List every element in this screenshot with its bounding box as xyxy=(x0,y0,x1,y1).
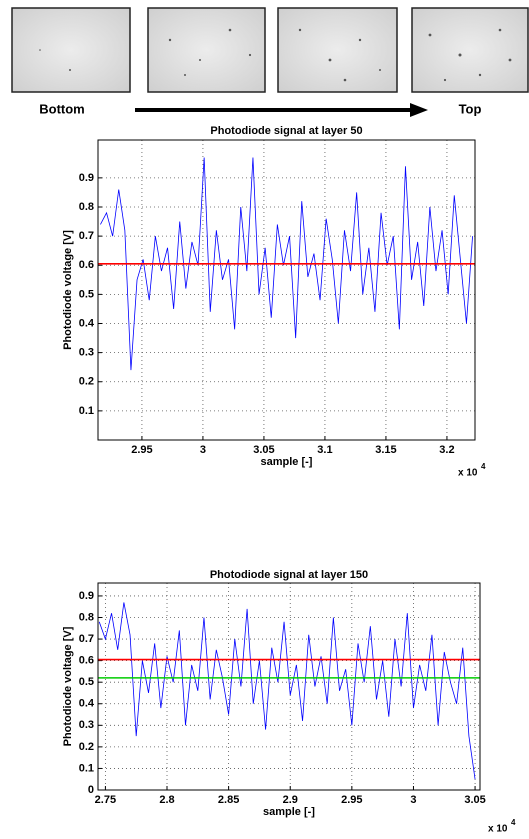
x-tick-label: 2.85 xyxy=(218,794,239,806)
y-tick-label: 0.6 xyxy=(79,259,94,271)
y-tick-label: 0.2 xyxy=(79,376,94,388)
x-tick-label: 2.95 xyxy=(131,444,152,456)
x-tick-label: 2.8 xyxy=(159,794,174,806)
layer-image xyxy=(411,7,529,93)
x-multiplier-base: x 10 xyxy=(488,824,508,835)
y-axis-label: Photodiode voltage [V] xyxy=(62,626,74,746)
chart-title: Photodiode signal at layer 150 xyxy=(210,569,368,581)
image-specks xyxy=(39,28,512,82)
y-tick-label: 0.2 xyxy=(79,741,94,753)
y-tick-label: 0.3 xyxy=(79,719,94,731)
plot-area xyxy=(98,140,475,440)
y-tick-label: 0.1 xyxy=(79,762,94,774)
y-tick-label: 0.1 xyxy=(79,405,94,417)
y-tick-label: 0.7 xyxy=(79,633,94,645)
x-tick-label: 3.05 xyxy=(464,794,485,806)
y-tick-label: 0.6 xyxy=(79,655,94,667)
layer-image xyxy=(11,7,131,93)
x-tick-label: 2.95 xyxy=(341,794,362,806)
bottom-label: Bottom xyxy=(39,101,85,116)
image-strip: Bottom Top xyxy=(11,7,529,117)
plot-area xyxy=(98,583,480,790)
x-multiplier-exponent: 4 xyxy=(481,462,486,471)
x-tick-label: 3.1 xyxy=(317,444,332,456)
y-tick-label: 0.8 xyxy=(79,611,94,623)
x-multiplier-exponent: 4 xyxy=(511,818,516,827)
y-tick-label: 0.3 xyxy=(79,347,94,359)
plot-frame xyxy=(97,139,476,441)
top-label: Top xyxy=(459,101,482,116)
arrow-head xyxy=(410,103,428,117)
x-tick-label: 2.9 xyxy=(283,794,298,806)
x-tick-label: 3.2 xyxy=(439,444,454,456)
x-tick-label: 3 xyxy=(410,794,416,806)
y-tick-label: 0.5 xyxy=(79,288,94,300)
signal-line xyxy=(100,157,473,371)
y-tick-label: 0.4 xyxy=(79,317,95,329)
x-tick-label: 3.15 xyxy=(375,444,396,456)
x-multiplier-base: x 10 xyxy=(458,468,478,479)
x-axis-label: sample [-] xyxy=(263,806,315,818)
y-tick-label: 0.5 xyxy=(79,676,94,688)
signal-line xyxy=(98,602,476,780)
y-axis-label: Photodiode voltage [V] xyxy=(62,230,74,350)
y-tick-label: 0 xyxy=(88,784,94,796)
y-tick-label: 0.9 xyxy=(79,172,94,184)
y-tick-label: 0.9 xyxy=(79,590,94,602)
y-tick-label: 0.7 xyxy=(79,230,94,242)
layer-image xyxy=(147,7,266,93)
layer-image xyxy=(277,7,398,93)
y-tick-label: 0.8 xyxy=(79,201,94,213)
chart-title: Photodiode signal at layer 50 xyxy=(210,125,362,137)
plot-frame xyxy=(97,582,481,791)
y-tick-label: 0.4 xyxy=(79,698,95,710)
x-axis-label: sample [-] xyxy=(261,456,313,468)
x-tick-label: 2.75 xyxy=(95,794,116,806)
x-tick-label: 3.05 xyxy=(253,444,274,456)
x-tick-label: 3 xyxy=(200,444,206,456)
